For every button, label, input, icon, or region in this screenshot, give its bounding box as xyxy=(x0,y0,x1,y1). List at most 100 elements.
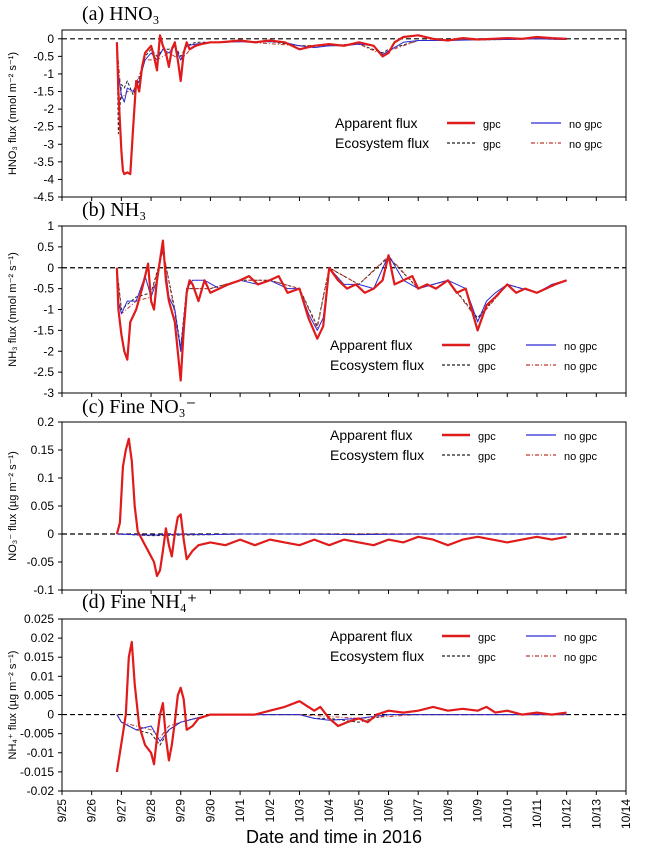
y-tick-label: -3 xyxy=(43,137,54,151)
chart-panel-d: 0.025 0.02 0.015 0.01 0.005 0 -0.005 -0.01 -0.01… xyxy=(7,591,627,798)
y-axis-label: NH₃ flux (nmol m⁻² s⁻¹) xyxy=(7,252,19,366)
series-line-apparent-gpc xyxy=(115,437,567,578)
legend-ecosystem-label: Ecosystem flux xyxy=(330,447,424,463)
x-tick-label: 10/5 xyxy=(352,799,366,823)
legend: Apparent flux gpc no gpc Ecosystem flux gpc n… xyxy=(330,628,598,664)
chart-panel-b: 1 0.5 0 -0.5 -1 -1.5 -2 -2.5 -3 (b) NH₃ NH₃ flux (… xyxy=(7,199,627,400)
legend-no-gpc-label: no gpc xyxy=(564,431,598,443)
x-tick-label: 10/12 xyxy=(560,799,574,829)
y-tick-label: 0.015 xyxy=(24,650,54,664)
legend-apparent-label: Apparent flux xyxy=(330,427,413,443)
x-tick-label: 10/13 xyxy=(589,799,603,829)
y-axis-label: HNO₃ flux (nmol m⁻² s⁻¹) xyxy=(7,52,19,175)
series-line-apparent-gpc xyxy=(115,34,567,176)
plot-frame xyxy=(61,618,627,792)
y-tick-label: -4.5 xyxy=(33,190,54,204)
x-tick-label: 10/11 xyxy=(530,799,544,828)
y-tick-label: -0.1 xyxy=(33,583,54,597)
legend-no-gpc-label: no gpc xyxy=(564,451,598,463)
y-tick-label: -0.01 xyxy=(27,746,55,760)
legend: Apparent flux gpc no gpc Ecosystem flux gpc n… xyxy=(335,115,603,151)
x-tick-label: 9/26 xyxy=(85,799,99,823)
chart-panel-c: 0.2 0.15 0.1 0.05 0 -0.05 -0.1 (c) Fine NO₃⁻ NO₃… xyxy=(7,396,627,597)
y-tick-label: -0.5 xyxy=(33,282,54,296)
series-line-ecosystem-no-gpc xyxy=(116,714,567,738)
legend-gpc-label: gpc xyxy=(478,431,496,443)
series-line-apparent-no-gpc xyxy=(116,714,567,742)
y-tick-label: 0 xyxy=(47,261,54,275)
series-line-apparent-gpc xyxy=(115,239,567,382)
y-tick-label: 0.15 xyxy=(31,443,55,457)
x-tick-label: 9/25 xyxy=(55,799,69,823)
legend: Apparent flux gpc no gpc Ecosystem flux gpc n… xyxy=(330,337,598,373)
y-tick-label: -2.5 xyxy=(33,120,54,134)
y-tick-label: 0.005 xyxy=(24,688,54,702)
y-tick-label: -3 xyxy=(43,386,54,400)
y-axis-label: NO₃⁻ flux (µg m⁻² s⁻¹) xyxy=(7,451,19,561)
y-tick-label: -0.015 xyxy=(20,765,54,779)
legend-ecosystem-label: Ecosystem flux xyxy=(330,357,424,373)
legend-no-gpc-label: no gpc xyxy=(564,632,598,644)
y-tick-label: -0.05 xyxy=(27,555,55,569)
y-tick-label: 0.5 xyxy=(37,240,54,254)
y-tick-label: -3.5 xyxy=(33,155,54,169)
x-tick-label: 9/27 xyxy=(114,799,128,823)
legend-no-gpc-label: no gpc xyxy=(564,361,598,373)
legend-apparent-label: Apparent flux xyxy=(330,628,413,644)
x-tick-label: 9/29 xyxy=(174,799,188,823)
legend-no-gpc-label: no gpc xyxy=(569,139,603,151)
y-tick-label: -0.005 xyxy=(20,727,54,741)
y-tick-label: 0.05 xyxy=(31,499,55,513)
x-tick-label: 10/2 xyxy=(263,799,277,823)
x-tick-label: 10/4 xyxy=(322,799,336,823)
y-tick-label: -2.5 xyxy=(33,365,54,379)
legend-ecosystem-label: Ecosystem flux xyxy=(330,648,424,664)
y-tick-label: -0.02 xyxy=(27,784,55,798)
legend-apparent-label: Apparent flux xyxy=(330,337,413,353)
x-tick-label: 10/6 xyxy=(382,799,396,823)
y-tick-label: 0 xyxy=(47,527,54,541)
panel-title: (b) NH₃ xyxy=(82,199,146,221)
legend-gpc-label: gpc xyxy=(478,652,496,664)
series-line-ecosystem-gpc xyxy=(116,38,567,135)
plot-frame xyxy=(61,29,627,198)
y-tick-label: 0.025 xyxy=(24,612,54,626)
y-tick-label: 0 xyxy=(47,32,54,46)
y-tick-label: 1 xyxy=(47,219,54,233)
legend-gpc-label: gpc xyxy=(478,361,496,373)
y-tick-label: 0.1 xyxy=(37,471,54,485)
legend-apparent-label: Apparent flux xyxy=(335,115,418,131)
x-tick-label: 10/7 xyxy=(411,799,425,823)
x-tick-label: 10/14 xyxy=(619,799,633,829)
panel-title: (c) Fine NO₃⁻ xyxy=(82,396,196,418)
y-tick-label: -0.5 xyxy=(33,49,54,63)
y-tick-label: -1 xyxy=(43,303,54,317)
legend-gpc-label: gpc xyxy=(478,632,496,644)
legend-no-gpc-label: no gpc xyxy=(569,119,603,131)
legend-ecosystem-label: Ecosystem flux xyxy=(335,135,429,151)
y-tick-label: -2 xyxy=(43,102,54,116)
chart-panel-a: 0 -0.5 -1 -1.5 -2 -2.5 -3 -3.5 -4 -4.5 (a) HNO₃ HNO… xyxy=(7,3,627,204)
x-axis-label: Date and time in 2016 xyxy=(246,827,422,847)
x-tick-label: 9/28 xyxy=(144,799,158,823)
legend-gpc-label: gpc xyxy=(483,139,501,151)
y-tick-label: -1.5 xyxy=(33,323,54,337)
panel-title: (a) HNO₃ xyxy=(82,3,160,25)
y-axis-label: NH₄⁺ flux (µg m⁻² s⁻¹) xyxy=(7,651,19,760)
legend: Apparent flux gpc no gpc Ecosystem flux gpc n… xyxy=(330,427,598,463)
panel-title: (d) Fine NH₄⁺ xyxy=(82,591,197,613)
x-tick-label: 10/8 xyxy=(441,799,455,823)
y-tick-label: -2 xyxy=(43,344,54,358)
x-tick-label: 9/30 xyxy=(203,799,217,823)
x-tick-label: 10/9 xyxy=(471,799,485,823)
y-tick-label: 0 xyxy=(47,708,54,722)
y-tick-label: -1.5 xyxy=(33,85,54,99)
y-tick-label: 0.02 xyxy=(31,631,55,645)
legend-no-gpc-label: no gpc xyxy=(564,341,598,353)
y-tick-label: 0.2 xyxy=(37,415,54,429)
legend-gpc-label: gpc xyxy=(478,341,496,353)
x-tick-label: 10/10 xyxy=(500,799,514,829)
series-line-apparent-gpc xyxy=(115,640,567,773)
x-tick-label: 10/3 xyxy=(292,799,306,823)
